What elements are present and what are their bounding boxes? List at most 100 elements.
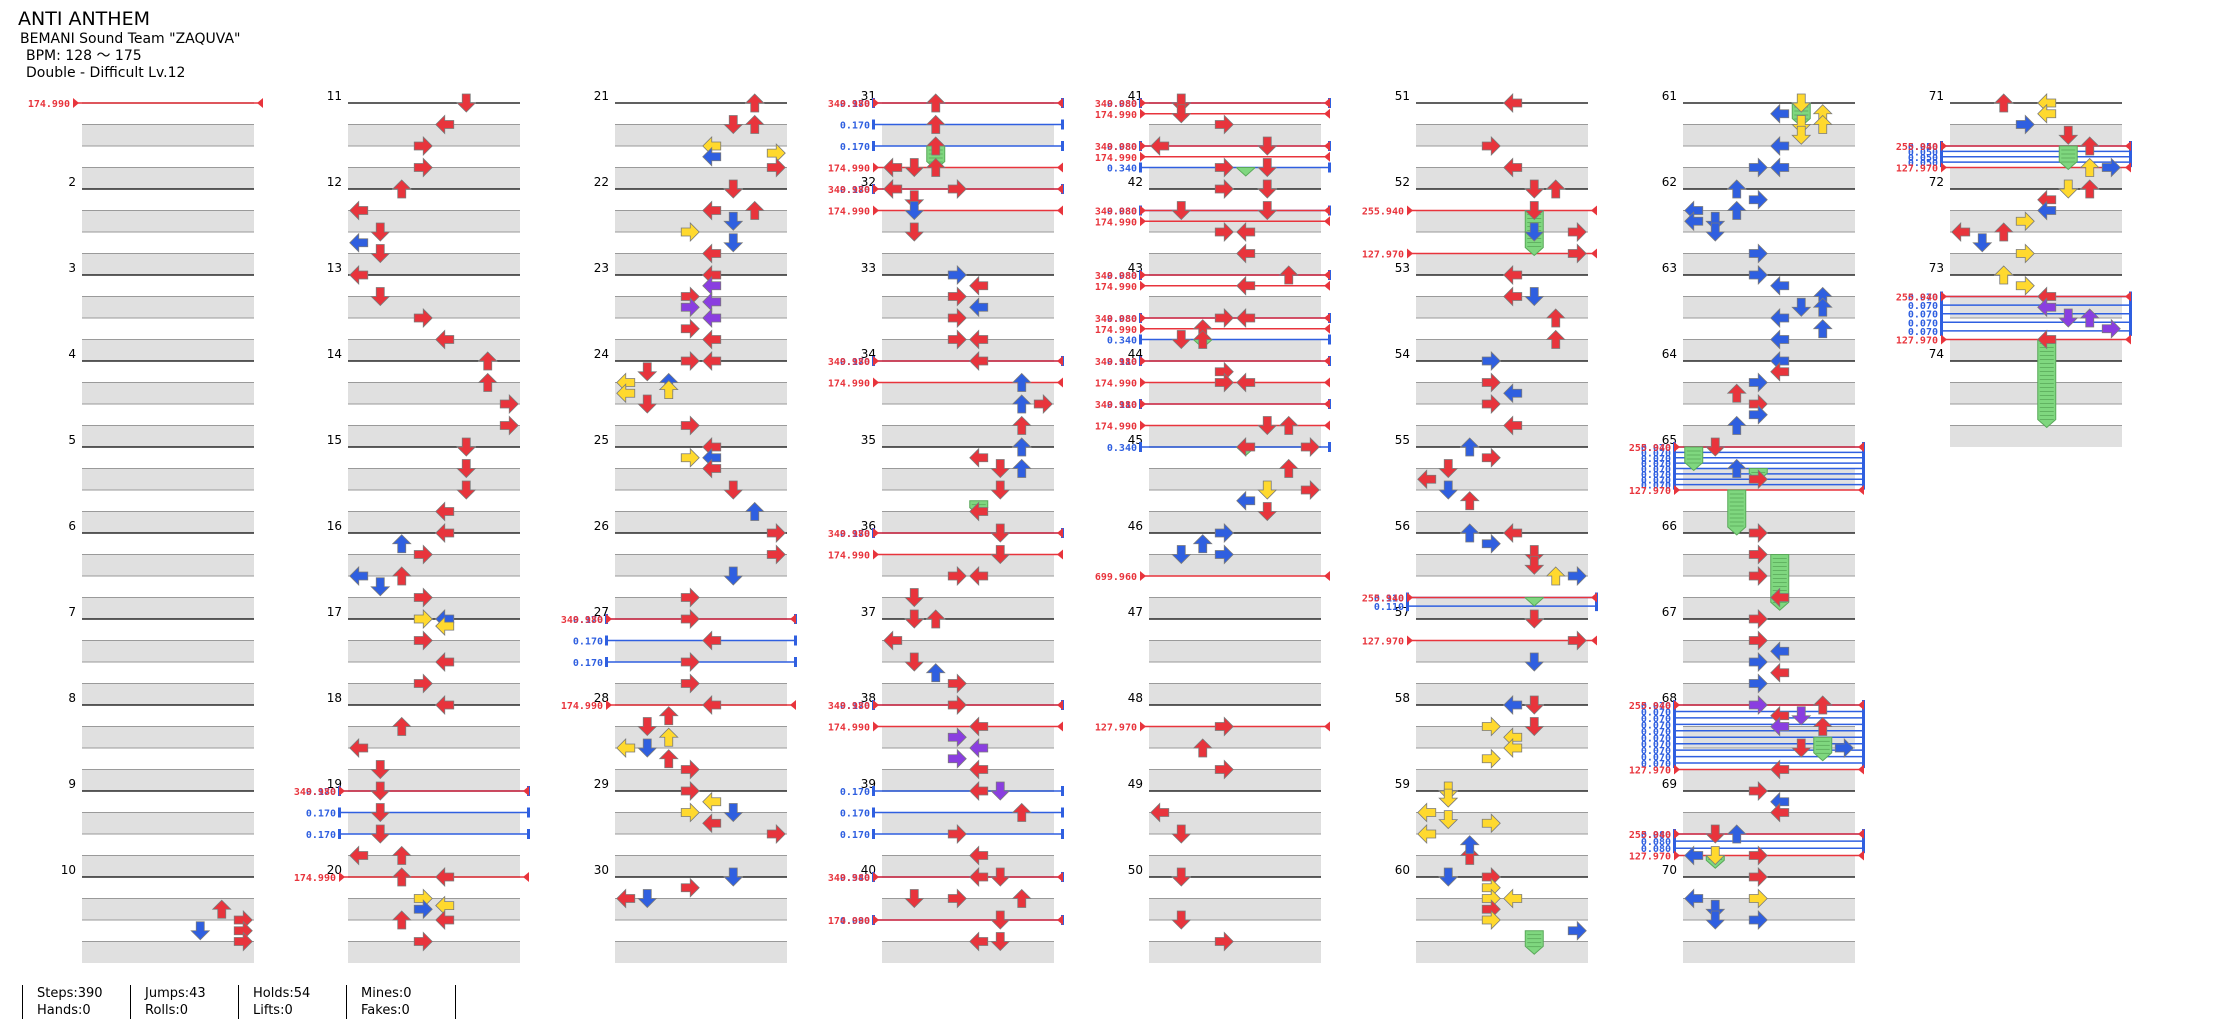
arrow-up-icon: [211, 899, 232, 919]
arrow-shape: [658, 727, 679, 747]
stop-tick: [1139, 442, 1142, 452]
bpm-label: 349.980: [1095, 400, 1137, 411]
arrow-shape: [435, 616, 455, 637]
stop-tick: [1673, 843, 1676, 854]
beat-band: [348, 511, 520, 533]
arrow-shape: [1236, 275, 1256, 296]
beat-band: [882, 382, 1054, 404]
arrow-right-icon: [1481, 447, 1501, 468]
bpm-label: 174.990: [828, 207, 870, 218]
stop-label: 0.050: [1908, 158, 1938, 169]
arrow-right-icon: [1748, 544, 1768, 565]
stop-label: 0.050: [1908, 142, 1938, 153]
arrow-left-icon: [969, 716, 989, 737]
arrow-right-icon: [680, 297, 700, 318]
arrow-down-icon: [1524, 652, 1545, 672]
arrow-shape: [1748, 404, 1768, 425]
song-artist: BEMANI Sound Team "ZAQUVA": [20, 31, 241, 47]
stop-tick: [1673, 474, 1676, 485]
arrow-right-icon: [1214, 114, 1234, 135]
arrow-left-icon: [1236, 372, 1256, 393]
beat-band: [348, 640, 520, 662]
arrow-shape: [1171, 330, 1192, 350]
arrow-shape: [1748, 157, 1768, 178]
arrow-up-icon: [1993, 222, 2014, 242]
beat-band: [1683, 124, 1855, 146]
arrow-shape: [904, 158, 925, 178]
arrow-down-icon: [1705, 222, 1726, 242]
arrow-right-icon: [1748, 243, 1768, 264]
stop-label: 0.070: [1641, 720, 1671, 731]
arrow-shape: [1011, 415, 1032, 435]
stop-tick: [1862, 712, 1865, 723]
stats-steps-hands: Steps:390 Hands:0: [22, 985, 103, 1019]
arrow-shape: [370, 781, 391, 801]
beat-band: [1683, 296, 1855, 318]
stop-label: 0.070: [1641, 746, 1671, 757]
arrow-up-icon: [391, 179, 412, 199]
stop-tick: [1862, 463, 1865, 474]
bpm-tick: [1057, 184, 1063, 194]
bpm-tick: [1057, 700, 1063, 710]
arrow-shape: [1481, 813, 1501, 834]
arrow-down-icon: [637, 362, 658, 382]
arrow-shape: [477, 372, 498, 392]
arrow-shape: [2079, 157, 2100, 177]
arrow-shape: [947, 888, 967, 909]
arrow-left-icon: [969, 447, 989, 468]
arrow-shape: [1993, 265, 2014, 285]
arrow-left-icon: [1503, 738, 1523, 758]
measure-number: 54: [1395, 347, 1410, 361]
arrow-left-icon: [702, 630, 722, 651]
beat-band: [615, 425, 787, 447]
arrow-shape: [1417, 802, 1437, 823]
arrow-down-icon: [456, 459, 477, 479]
arrow-shape: [1214, 544, 1234, 565]
bpm-label: 127.970: [1896, 336, 1938, 347]
stop-label: 0.070: [1641, 459, 1671, 470]
arrow-left-icon: [1503, 888, 1523, 909]
arrow-shape: [1993, 222, 2014, 242]
arrow-left-icon: [349, 738, 369, 758]
arrow-shape: [1567, 222, 1587, 242]
arrow-right-icon: [680, 587, 700, 608]
beat-band: [615, 554, 787, 576]
arrow-shape: [1481, 447, 1501, 468]
arrow-shape: [1417, 469, 1437, 490]
measure-number: 53: [1395, 261, 1410, 275]
arrow-up-icon: [658, 749, 679, 769]
beat-band: [348, 812, 520, 834]
stat-hands: Hands:0: [37, 1003, 91, 1018]
arrow-shape: [1171, 824, 1192, 844]
arrow-shape: [413, 587, 433, 608]
stop-tick: [1862, 474, 1865, 485]
arrow-shape: [1171, 545, 1192, 565]
arrow-left-icon: [1770, 157, 1790, 178]
arrow-shape: [1236, 243, 1256, 264]
bpm-label: 349.980: [828, 185, 870, 196]
bpm-label: 699.960: [1095, 572, 1137, 583]
beat-band: [1416, 812, 1588, 834]
arrow-up-icon: [1011, 802, 1032, 822]
arrow-left-icon: [969, 275, 989, 296]
arrow-shape: [702, 791, 722, 812]
stop-label: 0.080: [1107, 207, 1137, 218]
bpm-tick: [1324, 141, 1330, 151]
arrow-up-icon: [1011, 437, 1032, 457]
arrow-right-icon: [1748, 781, 1768, 801]
arrow-shape: [1257, 480, 1278, 500]
arrow-down-icon: [1524, 222, 1545, 242]
arrow-right-icon: [499, 394, 519, 414]
beat-band: [1683, 339, 1855, 361]
beat-band: [1149, 597, 1321, 619]
arrow-right-icon: [1748, 566, 1768, 586]
arrow-shape: [1503, 523, 1523, 543]
arrow-left-icon: [349, 232, 369, 253]
arrow-right-icon: [413, 308, 433, 328]
beat-band: [1950, 210, 2122, 232]
arrow-down-icon: [1257, 416, 1278, 436]
measure-number: 12: [327, 175, 342, 189]
arrow-shape: [1770, 136, 1790, 156]
beat-band: [348, 425, 520, 447]
measure-number: 55: [1395, 433, 1410, 447]
